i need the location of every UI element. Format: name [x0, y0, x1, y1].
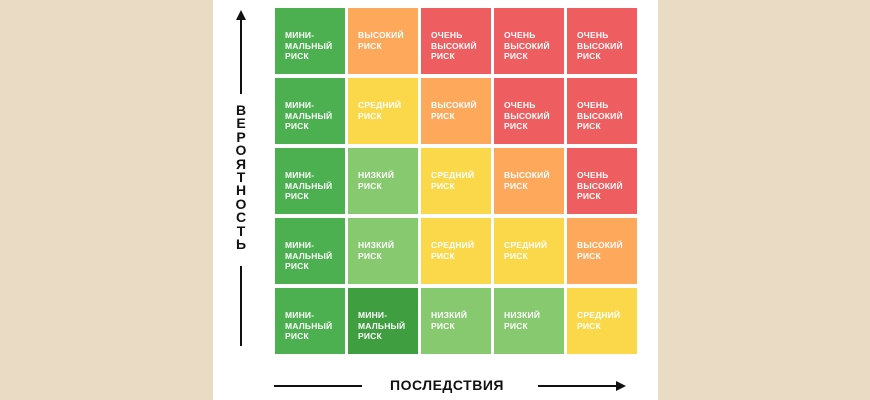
y-axis-letter: Ь: [235, 236, 247, 253]
y-axis-arrow: [236, 10, 246, 94]
y-axis-line: [240, 266, 242, 346]
y-axis-letter: Т: [236, 169, 246, 186]
risk-cell: МИНИ- МАЛЬНЫЙ РИСК: [275, 148, 345, 214]
risk-cell: СРЕДНИЙ РИСК: [494, 218, 564, 284]
risk-cell: СРЕДНИЙ РИСК: [348, 78, 418, 144]
y-axis-letter: С: [235, 209, 247, 226]
y-axis-letter: О: [235, 142, 247, 159]
risk-cell: СРЕДНИЙ РИСК: [421, 148, 491, 214]
risk-cell: НИЗКИЙ РИСК: [348, 218, 418, 284]
risk-cell: ОЧЕНЬ ВЫСОКИЙ РИСК: [567, 148, 637, 214]
risk-cell: МИНИ- МАЛЬНЫЙ РИСК: [275, 218, 345, 284]
risk-cell: МИНИ- МАЛЬНЫЙ РИСК: [275, 8, 345, 74]
risk-cell: ОЧЕНЬ ВЫСОКИЙ РИСК: [494, 78, 564, 144]
y-axis-letter: Т: [236, 222, 246, 239]
risk-cell: ВЫСОКИЙ РИСК: [494, 148, 564, 214]
risk-cell: НИЗКИЙ РИСК: [494, 288, 564, 354]
y-axis-letter: Н: [235, 182, 247, 199]
risk-cell: СРЕДНИЙ РИСК: [567, 288, 637, 354]
risk-matrix: МИНИ- МАЛЬНЫЙ РИСК ВЫСОКИЙ РИСК ОЧЕНЬ ВЫСО…: [275, 8, 637, 354]
risk-cell: ОЧЕНЬ ВЫСОКИЙ РИСК: [494, 8, 564, 74]
risk-cell: ОЧЕНЬ ВЫСОКИЙ РИСК: [567, 78, 637, 144]
risk-cell: СРЕДНИЙ РИСК: [421, 218, 491, 284]
x-axis-label: ПОСЛЕДСТВИЯ: [390, 377, 504, 393]
risk-cell: ВЫСОКИЙ РИСК: [348, 8, 418, 74]
risk-cell: МИНИ- МАЛЬНЫЙ РИСК: [348, 288, 418, 354]
risk-cell: НИЗКИЙ РИСК: [421, 288, 491, 354]
x-axis-arrow: [538, 381, 626, 391]
risk-cell: ВЫСОКИЙ РИСК: [567, 218, 637, 284]
risk-cell: ОЧЕНЬ ВЫСОКИЙ РИСК: [567, 8, 637, 74]
y-axis-letter: О: [235, 195, 247, 212]
risk-cell: МИНИ- МАЛЬНЫЙ РИСК: [275, 288, 345, 354]
y-axis-letter: Е: [236, 115, 246, 132]
y-axis-letter: Я: [235, 155, 247, 172]
risk-cell: ОЧЕНЬ ВЫСОКИЙ РИСК: [421, 8, 491, 74]
y-axis-letter: Р: [236, 128, 246, 145]
risk-cell: НИЗКИЙ РИСК: [348, 148, 418, 214]
risk-cell: ВЫСОКИЙ РИСК: [421, 78, 491, 144]
y-axis-letter: В: [235, 102, 247, 118]
risk-cell: МИНИ- МАЛЬНЫЙ РИСК: [275, 78, 345, 144]
x-axis-line: [274, 385, 362, 387]
